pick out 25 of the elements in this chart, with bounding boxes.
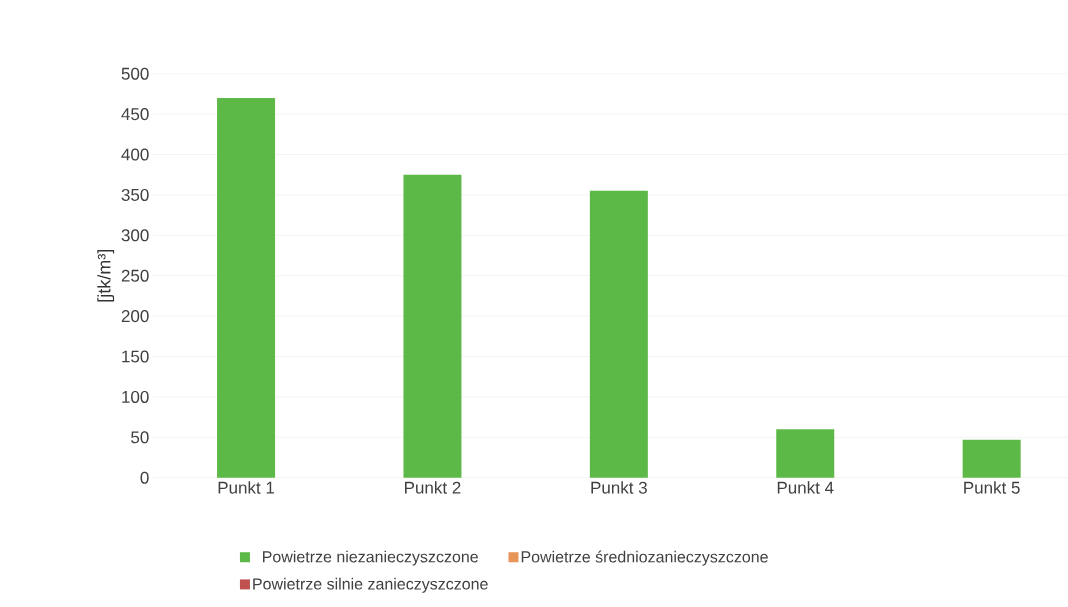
y-axis-title: [jtk/m³]	[97, 249, 115, 302]
x-tick-label: Punkt 1	[218, 481, 275, 494]
x-tick-label: Punkt 5	[964, 481, 1020, 494]
y-tick-label: 50	[131, 431, 149, 444]
x-tick-label: Punkt 3	[591, 481, 647, 494]
y-tick-label: 350	[121, 188, 149, 201]
y-tick-label: 150	[122, 350, 149, 363]
x-tick-label: Punkt 2	[405, 481, 461, 494]
y-tick-label: 300	[121, 229, 149, 242]
bar	[776, 429, 835, 478]
y-tick-label: 450	[121, 108, 149, 121]
bar	[403, 174, 462, 478]
x-tick-label: Punkt 4	[777, 481, 834, 494]
bar	[589, 190, 648, 478]
y-tick-label: 200	[121, 310, 149, 323]
y-tick-label: 250	[121, 269, 149, 282]
y-tick-label: 0	[140, 471, 149, 484]
legend-label: Powietrze niezanieczyszczone	[263, 550, 478, 566]
y-tick-label: 400	[121, 148, 149, 161]
y-tick-label: 100	[122, 390, 149, 403]
legend-label: Powietrze silnie zanieczyszczone	[253, 577, 488, 593]
bar	[962, 439, 1021, 478]
y-tick-label: 500	[121, 67, 149, 80]
bar	[217, 97, 276, 478]
legend-label: Powietrze średniozanieczyszczone	[521, 550, 768, 566]
